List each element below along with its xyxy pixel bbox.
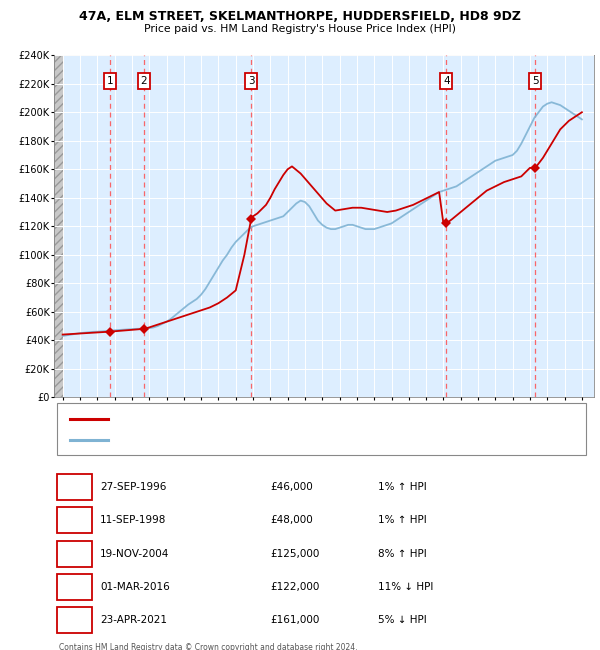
Text: 01-MAR-2016: 01-MAR-2016 (100, 582, 170, 592)
Text: 5: 5 (532, 76, 539, 86)
Text: 8% ↑ HPI: 8% ↑ HPI (378, 549, 427, 558)
Text: 19-NOV-2004: 19-NOV-2004 (100, 549, 169, 558)
Text: £161,000: £161,000 (270, 615, 319, 625)
Text: 1: 1 (71, 482, 77, 492)
FancyBboxPatch shape (57, 404, 586, 455)
FancyBboxPatch shape (57, 574, 92, 600)
Text: 4: 4 (443, 76, 449, 86)
Text: 11% ↓ HPI: 11% ↓ HPI (378, 582, 433, 592)
Text: 47A, ELM STREET, SKELMANTHORPE, HUDDERSFIELD, HD8 9DZ (semi-detached house): 47A, ELM STREET, SKELMANTHORPE, HUDDERSF… (119, 415, 496, 424)
Text: 4: 4 (71, 582, 77, 592)
Text: 47A, ELM STREET, SKELMANTHORPE, HUDDERSFIELD, HD8 9DZ: 47A, ELM STREET, SKELMANTHORPE, HUDDERSF… (79, 10, 521, 23)
Text: 2: 2 (140, 76, 147, 86)
Text: 23-APR-2021: 23-APR-2021 (100, 615, 167, 625)
FancyBboxPatch shape (57, 474, 92, 500)
Text: 2: 2 (71, 515, 77, 525)
Text: 27-SEP-1996: 27-SEP-1996 (100, 482, 166, 492)
FancyBboxPatch shape (57, 541, 92, 567)
Text: 5: 5 (71, 615, 77, 625)
Text: 1% ↑ HPI: 1% ↑ HPI (378, 482, 427, 492)
Text: 1: 1 (107, 76, 113, 86)
Text: Contains HM Land Registry data © Crown copyright and database right 2024.
This d: Contains HM Land Registry data © Crown c… (59, 644, 358, 650)
FancyBboxPatch shape (57, 607, 92, 633)
Bar (54, 55, 62, 397)
Text: £46,000: £46,000 (270, 482, 313, 492)
Text: £122,000: £122,000 (270, 582, 319, 592)
Bar (54, 55, 62, 397)
Text: 11-SEP-1998: 11-SEP-1998 (100, 515, 166, 525)
Text: 1% ↑ HPI: 1% ↑ HPI (378, 515, 427, 525)
Text: £125,000: £125,000 (270, 549, 319, 558)
Text: HPI: Average price, semi-detached house, Kirklees: HPI: Average price, semi-detached house,… (119, 436, 337, 445)
Text: 3: 3 (71, 549, 77, 558)
Text: £48,000: £48,000 (270, 515, 313, 525)
Text: Price paid vs. HM Land Registry's House Price Index (HPI): Price paid vs. HM Land Registry's House … (144, 24, 456, 34)
Text: 3: 3 (248, 76, 254, 86)
FancyBboxPatch shape (57, 508, 92, 533)
Text: 5% ↓ HPI: 5% ↓ HPI (378, 615, 427, 625)
